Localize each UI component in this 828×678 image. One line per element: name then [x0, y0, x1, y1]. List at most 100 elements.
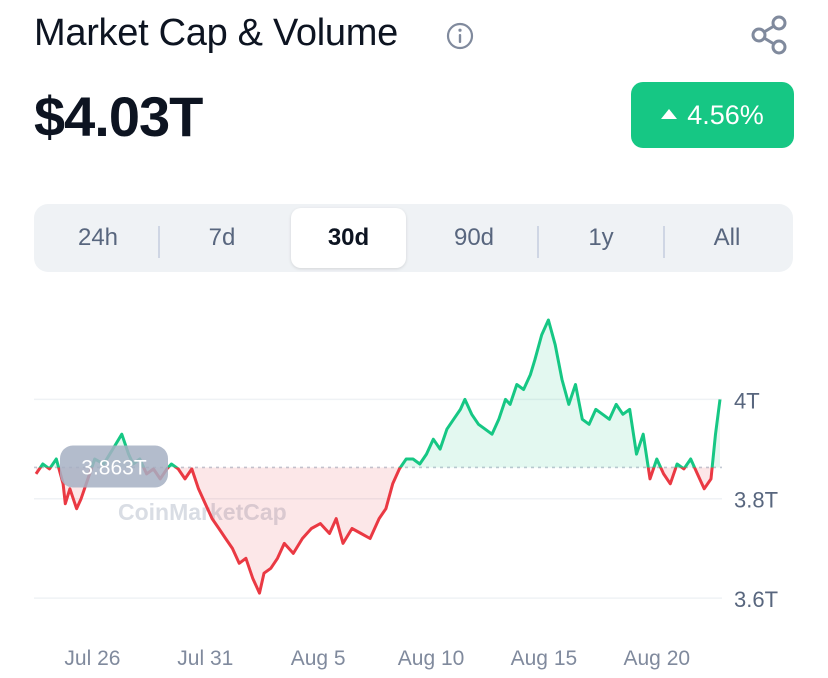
data-point: [426, 453, 428, 455]
data-point: [360, 533, 362, 535]
data-point: [419, 463, 421, 465]
data-point: [184, 478, 186, 480]
x-tick-label: Aug 10: [398, 647, 465, 670]
data-point: [575, 384, 577, 386]
data-point: [177, 468, 179, 470]
data-point: [56, 458, 58, 460]
data-point: [478, 423, 480, 425]
data-point: [329, 533, 331, 535]
data-point: [270, 567, 272, 569]
data-point: [629, 409, 631, 411]
data-point: [703, 488, 705, 490]
data-point: [509, 404, 511, 406]
y-tick-label: 3.6T: [734, 587, 778, 612]
data-point: [548, 319, 550, 321]
market-cap-chart[interactable]: CoinMarketCap 4T 3.8T 3.6T Jul 26 Jul 31 Aug…: [0, 290, 828, 678]
data-point: [405, 458, 407, 460]
data-point: [335, 518, 337, 520]
data-point: [65, 503, 67, 505]
tab-24h[interactable]: 24h: [77, 224, 119, 251]
info-circle-icon[interactable]: [446, 22, 474, 50]
data-point: [69, 488, 71, 490]
data-point: [225, 538, 227, 540]
series-line-above: [38, 318, 722, 468]
data-point: [49, 468, 51, 470]
data-point: [439, 448, 441, 450]
data-point: [516, 384, 518, 386]
y-tick-label: 3.8T: [734, 488, 778, 513]
change-badge: 4.56%: [631, 82, 794, 148]
area-above-baseline: [40, 320, 720, 468]
share-icon[interactable]: [748, 14, 790, 56]
data-point: [615, 404, 617, 406]
data-point: [399, 468, 401, 470]
x-tick-label: Aug 15: [511, 647, 578, 670]
change-value: 4.56%: [687, 99, 764, 130]
data-point: [453, 418, 455, 420]
watermark-text: CoinMarketCap: [118, 499, 287, 525]
data-point: [378, 518, 380, 520]
data-point: [581, 418, 583, 420]
data-point: [252, 577, 254, 579]
data-point: [385, 508, 387, 510]
y-axis-labels: 4T 3.8T 3.6T: [734, 388, 778, 612]
data-point: [232, 548, 234, 550]
data-point: [211, 518, 213, 520]
y-tick-label: 4T: [734, 388, 760, 413]
data-point: [663, 473, 665, 475]
data-point: [602, 414, 604, 416]
data-point: [205, 503, 207, 505]
tab-all[interactable]: All: [713, 224, 741, 251]
data-point: [35, 473, 37, 475]
tab-30d[interactable]: 30d: [291, 208, 406, 268]
data-point: [498, 418, 500, 420]
data-point: [433, 438, 435, 440]
data-point: [351, 528, 353, 530]
data-point: [670, 483, 672, 485]
data-point: [541, 334, 543, 336]
x-tick-label: Aug 5: [291, 647, 346, 670]
data-point: [719, 399, 721, 401]
baseline-label: 3.863T: [60, 445, 168, 488]
data-point: [609, 418, 611, 420]
data-point: [530, 374, 532, 376]
data-point: [76, 508, 78, 510]
data-point: [554, 344, 556, 346]
data-point: [690, 458, 692, 460]
data-point: [505, 399, 507, 401]
data-point: [595, 409, 597, 411]
data-point: [218, 528, 220, 530]
data-point: [293, 553, 295, 555]
data-point: [471, 414, 473, 416]
data-point: [259, 592, 261, 594]
data-point: [342, 543, 344, 545]
data-point: [311, 528, 313, 530]
data-point: [642, 433, 644, 435]
data-point: [561, 379, 563, 381]
market-cap-value: $4.03T: [34, 85, 203, 148]
data-point: [238, 563, 240, 565]
data-point: [534, 359, 536, 361]
data-point: [284, 543, 286, 545]
data-point: [412, 458, 414, 460]
x-tick-label: Aug 20: [624, 647, 691, 670]
baseline-label-text: 3.863T: [81, 456, 147, 479]
data-point: [697, 473, 699, 475]
data-point: [80, 498, 82, 500]
tab-1y[interactable]: 1y: [588, 224, 614, 251]
data-point: [464, 399, 466, 401]
tab-90d[interactable]: 90d: [453, 224, 495, 251]
area-below-baseline: [36, 467, 720, 594]
data-point: [42, 463, 44, 465]
chart-areas: [36, 320, 720, 594]
data-point: [676, 463, 678, 465]
data-point: [636, 453, 638, 455]
timeframe-tabs: 24h 7d 30d 90d 1y All: [34, 204, 793, 272]
data-point: [392, 483, 394, 485]
data-point: [191, 468, 193, 470]
data-point: [622, 414, 624, 416]
data-point: [446, 428, 448, 430]
tab-7d[interactable]: 7d: [208, 224, 236, 251]
data-point: [710, 478, 712, 480]
data-point: [277, 558, 279, 560]
